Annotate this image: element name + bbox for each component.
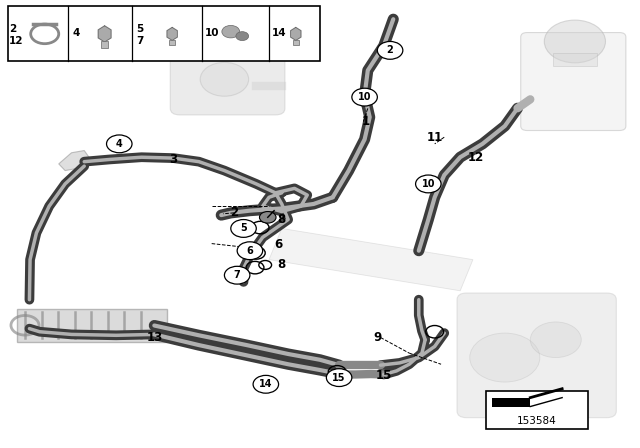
Text: 2: 2 <box>387 45 394 56</box>
FancyBboxPatch shape <box>292 40 299 45</box>
Text: 2
12: 2 12 <box>9 24 24 46</box>
Text: 13: 13 <box>146 331 163 344</box>
Text: 6: 6 <box>275 237 283 250</box>
Polygon shape <box>269 228 473 291</box>
Polygon shape <box>59 151 91 171</box>
Polygon shape <box>167 27 177 40</box>
Text: 10: 10 <box>358 92 371 102</box>
Circle shape <box>259 211 276 223</box>
Text: 6: 6 <box>246 246 253 256</box>
Circle shape <box>378 42 403 59</box>
FancyBboxPatch shape <box>552 52 597 66</box>
Circle shape <box>106 135 132 153</box>
Text: 3: 3 <box>170 153 177 166</box>
Text: 10: 10 <box>422 179 435 189</box>
Text: 2: 2 <box>230 207 238 220</box>
Polygon shape <box>99 26 111 42</box>
Circle shape <box>200 62 248 96</box>
FancyBboxPatch shape <box>486 391 588 429</box>
Circle shape <box>470 333 540 382</box>
FancyBboxPatch shape <box>100 42 108 48</box>
Text: 15: 15 <box>332 373 346 383</box>
Text: 9: 9 <box>373 331 381 344</box>
Circle shape <box>326 369 352 387</box>
FancyBboxPatch shape <box>8 6 320 61</box>
Bar <box>492 398 531 406</box>
Polygon shape <box>291 27 301 40</box>
Text: 8: 8 <box>278 258 286 271</box>
Text: 12: 12 <box>468 151 484 164</box>
Circle shape <box>237 242 262 260</box>
Circle shape <box>352 88 378 106</box>
Text: 1: 1 <box>362 115 370 128</box>
Circle shape <box>236 32 248 41</box>
FancyBboxPatch shape <box>169 40 175 45</box>
Text: 7: 7 <box>234 270 241 280</box>
Text: 5
7: 5 7 <box>136 24 144 46</box>
Circle shape <box>225 266 250 284</box>
Circle shape <box>222 26 240 38</box>
Circle shape <box>544 20 605 63</box>
Text: 8: 8 <box>278 213 286 226</box>
FancyBboxPatch shape <box>170 44 285 115</box>
Circle shape <box>531 322 581 358</box>
Text: 4: 4 <box>116 139 123 149</box>
Circle shape <box>415 175 441 193</box>
Text: 4: 4 <box>73 28 80 38</box>
Text: 14: 14 <box>259 379 273 389</box>
Text: 11: 11 <box>427 131 443 144</box>
FancyBboxPatch shape <box>521 33 626 130</box>
Bar <box>17 309 167 342</box>
Text: 14: 14 <box>272 28 287 38</box>
FancyBboxPatch shape <box>457 293 616 418</box>
Text: 10: 10 <box>205 28 220 38</box>
Text: 153584: 153584 <box>516 416 557 426</box>
Circle shape <box>253 375 278 393</box>
Text: 5: 5 <box>240 224 247 233</box>
Circle shape <box>231 220 256 237</box>
Text: 15: 15 <box>376 369 392 382</box>
